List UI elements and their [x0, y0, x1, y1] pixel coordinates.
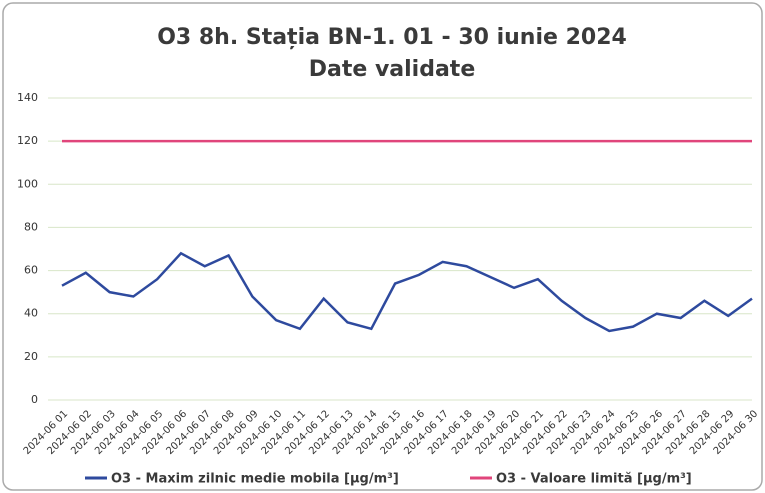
y-tick-label: 100	[17, 177, 38, 190]
series-line	[61, 251, 753, 333]
y-tick-label: 40	[24, 307, 38, 320]
y-tick-label: 60	[24, 264, 38, 277]
y-tick-label: 0	[31, 393, 38, 406]
y-tick-label: 80	[24, 220, 38, 233]
chart-subtitle: Date validate	[309, 57, 476, 82]
legend-label: O3 - Maxim zilnic medie mobila [µg/m³]	[111, 472, 399, 487]
y-tick-label: 140	[17, 91, 38, 104]
chart-title: O3 8h. Stația BN-1. 01 - 30 iunie 2024	[157, 25, 627, 50]
y-tick-label: 120	[17, 134, 38, 147]
legend-label: O3 - Valoare limită [µg/m³]	[496, 472, 692, 487]
y-tick-label: 20	[24, 350, 38, 363]
